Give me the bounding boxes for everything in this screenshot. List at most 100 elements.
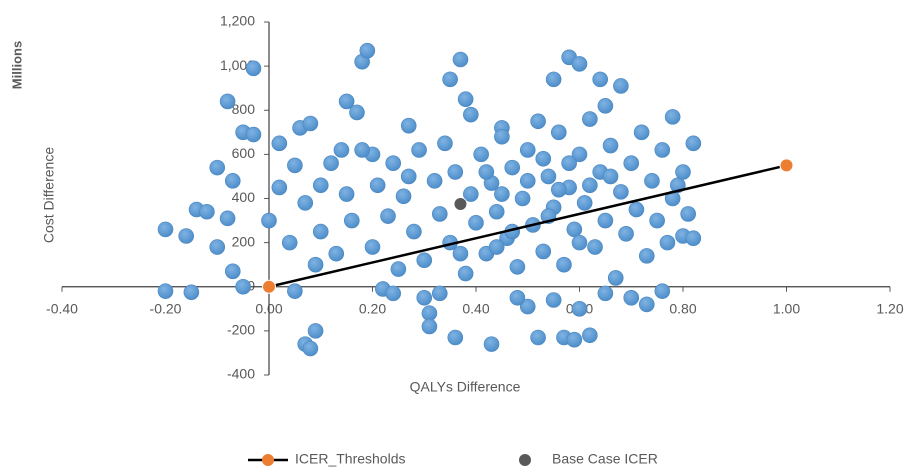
- simulation-point: [271, 135, 288, 152]
- y-tick-label: 600: [232, 145, 256, 161]
- y-tick-label: -200: [227, 322, 255, 338]
- series-point: [262, 279, 276, 294]
- simulation-point: [633, 124, 650, 141]
- simulation-point: [649, 212, 665, 229]
- simulation-point: [452, 245, 469, 262]
- simulation-point: [463, 186, 479, 202]
- simulation-point: [582, 177, 598, 194]
- simulation-point: [421, 305, 438, 322]
- simulation-point: [556, 256, 572, 273]
- y-unit: Millions: [9, 41, 24, 89]
- simulation-point: [463, 106, 479, 123]
- simulation-point: [287, 157, 303, 174]
- simulation-point: [519, 173, 536, 189]
- simulation-point: [494, 128, 510, 145]
- simulation-point: [421, 318, 438, 335]
- y-axis-label: Cost Difference: [41, 147, 57, 243]
- simulation-point: [271, 179, 288, 196]
- simulation-point: [535, 150, 552, 167]
- simulation-point: [514, 190, 531, 207]
- simulation-point: [571, 234, 588, 251]
- simulation-point: [395, 188, 412, 205]
- x-tick-label: -0.40: [46, 300, 78, 316]
- simulation-point: [328, 245, 345, 262]
- simulation-point: [530, 113, 546, 130]
- simulation-point: [359, 42, 376, 59]
- simulation-point: [582, 111, 598, 127]
- simulation-point: [509, 289, 526, 306]
- simulation-point: [602, 168, 619, 185]
- simulation-point: [685, 135, 702, 152]
- simulation-point: [302, 340, 319, 357]
- simulation-point: [178, 228, 194, 244]
- simulation-point: [654, 142, 671, 158]
- simulation-point: [157, 221, 174, 238]
- simulation-point: [219, 210, 236, 227]
- simulation-point: [209, 239, 226, 255]
- simulation-point: [416, 252, 433, 269]
- simulation-point: [530, 329, 546, 346]
- simulation-point: [338, 93, 355, 110]
- simulation-point: [540, 168, 557, 185]
- x-tick-label: 0.80: [669, 300, 696, 316]
- simulation-point: [545, 292, 562, 308]
- legend-label: ICER_Thresholds: [295, 451, 406, 467]
- simulation-point: [473, 146, 489, 163]
- x-tick-label: -0.20: [150, 300, 182, 316]
- simulation-point: [385, 285, 402, 302]
- simulation-point: [437, 135, 453, 152]
- simulation-point: [607, 270, 624, 286]
- simulation-point: [685, 230, 702, 247]
- simulation-point: [235, 278, 251, 295]
- simulation-point: [364, 239, 381, 255]
- simulation-point: [369, 177, 386, 194]
- simulation-point: [597, 285, 614, 302]
- simulation-point: [323, 155, 339, 171]
- simulation-point: [302, 115, 319, 132]
- simulation-point: [431, 206, 448, 222]
- simulation-point: [390, 261, 407, 277]
- x-tick-label: 0.20: [359, 300, 386, 316]
- simulation-point: [582, 327, 598, 344]
- simulation-point: [623, 289, 640, 306]
- legend-label: Base Case ICER: [552, 451, 658, 467]
- simulation-point: [224, 263, 241, 280]
- legend-marker: [519, 454, 531, 466]
- simulation-point: [307, 256, 324, 273]
- simulation-point: [380, 208, 396, 224]
- simulation-point: [675, 164, 691, 180]
- simulation-point: [576, 195, 593, 211]
- simulation-point: [452, 51, 469, 68]
- simulation-point: [644, 173, 660, 189]
- simulation-point: [597, 212, 614, 229]
- simulation-point: [426, 173, 443, 189]
- simulation-point: [628, 201, 645, 218]
- simulation-point: [457, 91, 474, 108]
- x-tick-label: 1.20: [876, 300, 903, 316]
- simulation-point: [618, 226, 634, 242]
- simulation-point: [587, 239, 603, 255]
- simulation-point: [297, 195, 314, 211]
- simulation-point: [488, 239, 505, 255]
- simulation-point: [343, 212, 360, 229]
- simulation-point: [654, 283, 671, 299]
- simulation-point: [571, 146, 588, 163]
- simulation-point: [411, 142, 427, 158]
- simulation-point: [219, 93, 236, 110]
- y-tick-label: 1,200: [220, 13, 255, 29]
- simulation-point: [478, 164, 495, 180]
- simulation-point: [571, 56, 588, 72]
- simulation-point: [442, 71, 458, 88]
- simulation-point: [307, 323, 324, 339]
- simulation-point: [157, 283, 174, 299]
- simulation-point: [535, 243, 552, 260]
- simulation-point: [494, 186, 510, 202]
- simulation-point: [613, 78, 629, 94]
- simulation-point: [659, 234, 676, 251]
- x-tick-label: 1.00: [773, 300, 800, 316]
- y-tick-label: 200: [232, 233, 256, 249]
- simulation-point: [245, 60, 262, 77]
- simulation-point: [447, 329, 464, 346]
- simulation-point: [571, 301, 588, 317]
- simulation-point: [597, 98, 614, 114]
